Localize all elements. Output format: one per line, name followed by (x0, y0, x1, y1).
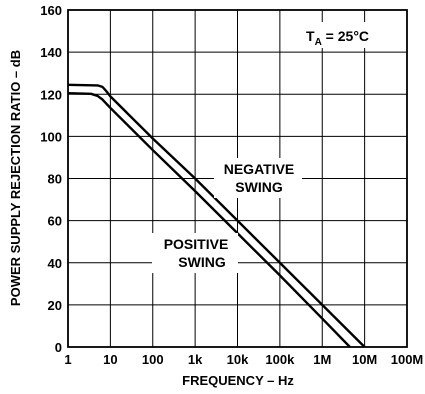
y-tick-label: 20 (48, 298, 62, 313)
y-tick-label: 80 (48, 172, 62, 187)
x-tick-label: 10 (103, 352, 117, 367)
x-tick-labels: 1 10 100 1k 10k 100k 1M 10M 100M (64, 352, 423, 367)
y-tick-label: 100 (40, 129, 62, 144)
svg-text:TA = 25°C: TA = 25°C (306, 28, 369, 48)
x-tick-label: 10k (227, 352, 249, 367)
positive-swing-line (67, 92, 351, 348)
positive-label-line-2: SWING (178, 254, 226, 270)
x-tick-label: 100M (391, 352, 424, 367)
positive-label-line-1: POSITIVE (164, 236, 229, 252)
negative-swing-line (67, 83, 366, 348)
y-tick-label: 120 (40, 87, 62, 102)
temp-prefix: T (306, 28, 315, 44)
x-axis-label: FREQUENCY – Hz (182, 373, 294, 388)
y-tick-label: 40 (48, 256, 62, 271)
temp-suffix: = 25°C (322, 28, 369, 44)
temperature-annotation: TA = 25°C (300, 22, 390, 48)
y-tick-label: 140 (40, 45, 62, 60)
y-tick-label: 160 (40, 3, 62, 18)
y-axis-label: POWER SUPPLY REJECTION RATIO – dB (8, 50, 23, 306)
y-tick-labels: 0 20 40 60 80 100 120 140 160 (40, 3, 62, 355)
positive-swing-label: POSITIVE SWING (152, 233, 238, 273)
x-tick-label: 100 (142, 352, 164, 367)
x-tick-label: 1k (188, 352, 203, 367)
x-tick-label: 10M (352, 352, 377, 367)
y-tick-label: 60 (48, 214, 62, 229)
temp-subscript: A (315, 37, 322, 48)
series-layer (67, 83, 366, 348)
negative-swing-label: NEGATIVE SWING (214, 158, 302, 198)
plot-frame (67, 9, 408, 348)
x-tick-label: 100k (265, 352, 295, 367)
negative-label-line-1: NEGATIVE (224, 161, 295, 177)
x-tick-label: 1 (64, 352, 71, 367)
negative-label-line-2: SWING (235, 179, 283, 195)
x-tick-label: 1M (313, 352, 331, 367)
y-tick-label: 0 (55, 340, 62, 355)
